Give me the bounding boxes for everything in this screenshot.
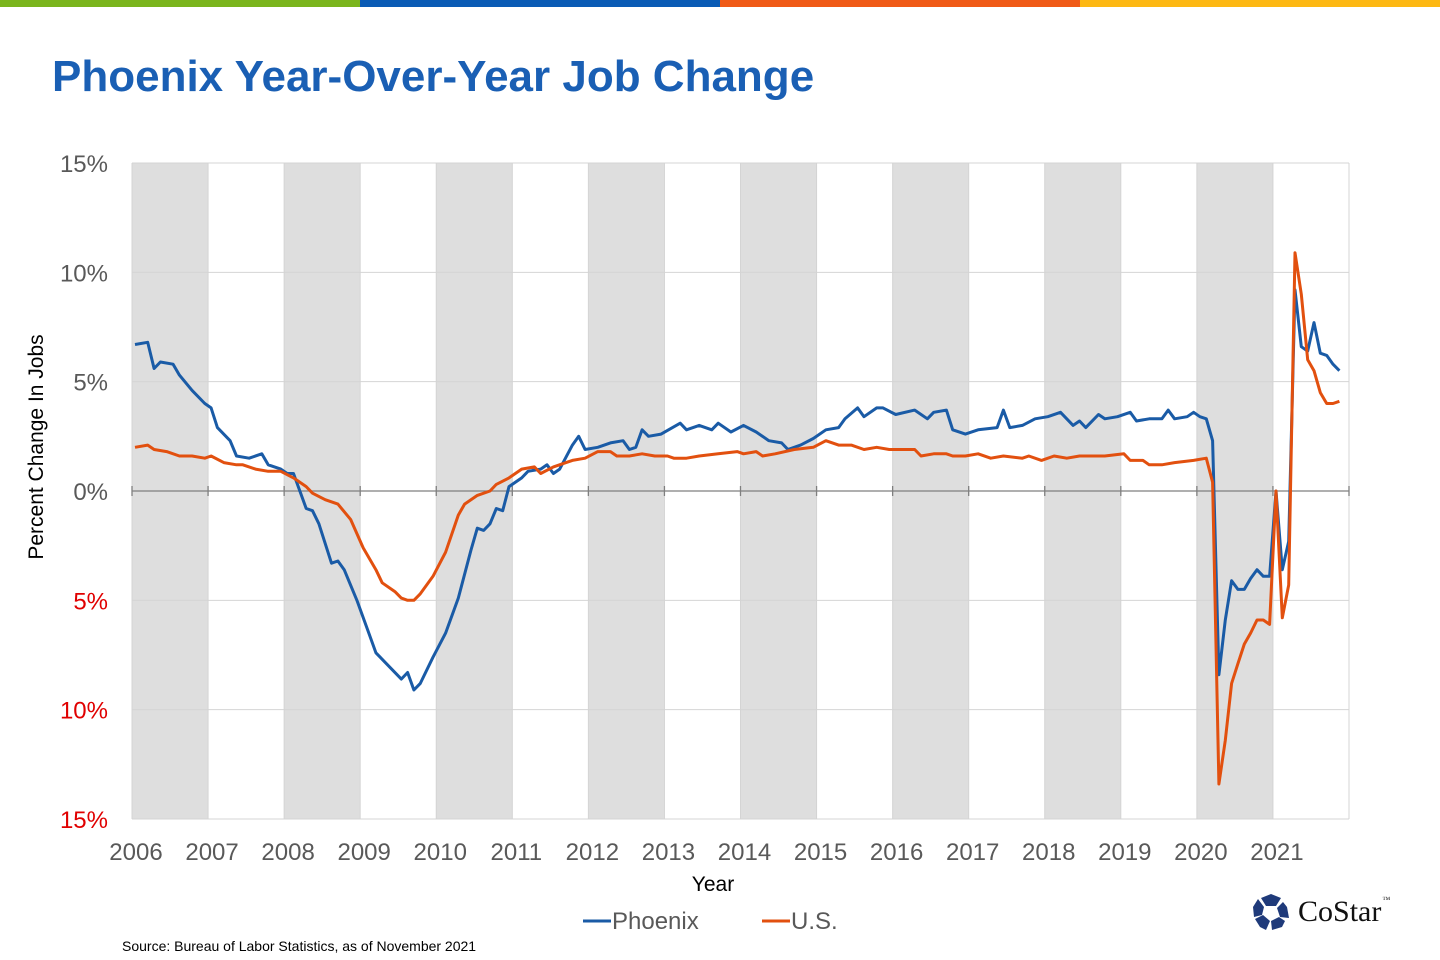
- x-tick-label: 2017: [946, 839, 999, 866]
- y-tick-label: 10%: [60, 698, 108, 725]
- x-tick-label: 2016: [870, 839, 923, 866]
- x-tick-label: 2010: [414, 839, 467, 866]
- source-note: Source: Bureau of Labor Statistics, as o…: [122, 938, 477, 954]
- top-bar-segment-green: [0, 0, 360, 7]
- x-tick-label: 2014: [718, 839, 771, 866]
- legend-label: Phoenix: [612, 908, 699, 935]
- costar-star-icon: [1253, 894, 1289, 930]
- x-tick-label: 2018: [1022, 839, 1075, 866]
- top-bar-segment-yellow: [1080, 0, 1440, 7]
- x-tick-label: 2011: [491, 839, 543, 866]
- y-tick-label: 5%: [73, 370, 108, 397]
- x-tick-label: 2015: [794, 839, 847, 866]
- y-tick-label: 10%: [60, 260, 108, 287]
- series-us: [134, 251, 1340, 786]
- x-tick-label: 2006: [109, 839, 162, 866]
- y-tick-label: 5%: [73, 588, 108, 615]
- costar-logo: CoStar™: [1252, 893, 1390, 931]
- x-tick-label: 2020: [1174, 839, 1227, 866]
- legend-label: U.S.: [791, 908, 838, 935]
- y-tick-label: 15%: [60, 807, 108, 834]
- x-tick-label: 2019: [1098, 839, 1151, 866]
- x-tick-label: 2021: [1250, 839, 1303, 866]
- x-tick-label: 2008: [261, 839, 314, 866]
- x-axis-title: Year: [692, 873, 734, 896]
- x-tick-label: 2012: [566, 839, 619, 866]
- x-tick-label: 2007: [185, 839, 238, 866]
- top-bar-segment-blue: [360, 0, 720, 7]
- legend-item-phoenix: Phoenix: [583, 908, 699, 935]
- y-axis-title: Percent Change In Jobs: [25, 334, 48, 559]
- x-tick-label: 2013: [642, 839, 695, 866]
- logo-text: CoStar™: [1298, 895, 1390, 929]
- y-tick-label: 15%: [60, 151, 108, 178]
- logo-trademark: ™: [1382, 895, 1391, 904]
- logo-wordmark: CoStar: [1298, 895, 1382, 928]
- series-line-us: [134, 251, 1340, 786]
- page-title: Phoenix Year-Over-Year Job Change: [52, 52, 815, 101]
- x-tick-label: 2009: [337, 839, 390, 866]
- top-color-bar: [0, 0, 1440, 7]
- legend-item-us: U.S.: [762, 908, 838, 935]
- top-bar-segment-orange: [720, 0, 1080, 7]
- y-tick-label: 0%: [73, 479, 108, 506]
